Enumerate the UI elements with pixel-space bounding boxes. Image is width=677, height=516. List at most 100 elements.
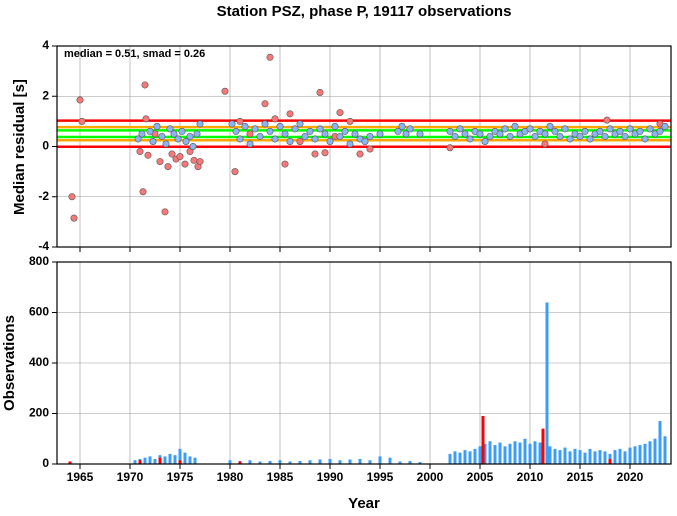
y-axis-label: Median residual [s]	[11, 79, 28, 215]
point	[346, 140, 354, 148]
point	[616, 127, 624, 135]
bar	[463, 450, 467, 464]
point	[556, 132, 564, 140]
point	[402, 130, 410, 138]
point	[511, 122, 519, 130]
point	[70, 214, 78, 222]
bar	[228, 460, 232, 464]
point	[153, 122, 161, 130]
point	[496, 130, 504, 138]
point	[341, 127, 349, 135]
bar	[448, 453, 452, 464]
point	[406, 125, 414, 133]
point	[551, 127, 559, 135]
point	[138, 130, 146, 138]
point	[601, 132, 609, 140]
bar	[541, 428, 545, 464]
point	[336, 132, 344, 140]
y-tick-label: 2	[42, 88, 49, 102]
point	[626, 125, 634, 133]
bar	[173, 455, 177, 464]
bar	[133, 460, 137, 464]
point	[134, 135, 142, 143]
bar	[663, 436, 667, 464]
bar	[628, 447, 632, 464]
point	[296, 137, 304, 145]
bar	[278, 460, 282, 464]
point	[446, 144, 454, 152]
panel: -4 -2 0 2 4	[38, 38, 672, 253]
x-tick-label: 2005	[467, 470, 494, 484]
point	[261, 120, 269, 128]
x-tick-label: 1970	[117, 470, 144, 484]
point	[161, 208, 169, 216]
point	[466, 135, 474, 143]
point	[446, 127, 454, 135]
x-tick-label: 1995	[367, 470, 394, 484]
bar	[238, 461, 242, 464]
point	[196, 158, 204, 166]
bar	[588, 448, 592, 464]
point	[266, 127, 274, 135]
point	[361, 137, 369, 145]
bar	[593, 451, 597, 464]
point	[636, 127, 644, 135]
point	[646, 125, 654, 133]
point	[162, 140, 170, 148]
y-tick-label: 0	[42, 139, 49, 153]
bar	[468, 451, 472, 464]
point	[186, 132, 194, 140]
point	[561, 125, 569, 133]
point	[356, 150, 364, 158]
point	[526, 125, 534, 133]
point	[196, 120, 204, 128]
point	[139, 188, 147, 196]
bar	[158, 457, 162, 464]
point	[316, 125, 324, 133]
bar	[473, 448, 477, 464]
point	[231, 168, 239, 176]
x-tick-label: 1990	[317, 470, 344, 484]
point	[261, 100, 269, 108]
bar	[388, 457, 392, 464]
bar	[163, 456, 167, 464]
bar	[513, 441, 517, 464]
bar	[378, 456, 382, 464]
point	[78, 117, 86, 125]
bar	[338, 460, 342, 464]
chart-title: Station PSZ, phase P, 19117 observations	[217, 3, 512, 20]
bar	[168, 453, 172, 464]
bar	[573, 448, 577, 464]
point	[451, 132, 459, 140]
point	[331, 122, 339, 130]
point	[141, 81, 149, 89]
point	[366, 132, 374, 140]
point	[416, 130, 424, 138]
point	[306, 127, 314, 135]
x-axis-label: Year	[348, 495, 380, 511]
plot-frame	[56, 45, 672, 248]
point	[251, 125, 259, 133]
point	[221, 87, 229, 95]
bar	[143, 457, 147, 464]
x-tick-label: 2020	[617, 470, 644, 484]
point	[606, 125, 614, 133]
point	[178, 127, 186, 135]
point	[596, 127, 604, 135]
bar	[478, 446, 482, 464]
bar	[453, 451, 457, 464]
bar	[183, 452, 187, 464]
bar	[578, 450, 582, 464]
bar	[638, 445, 642, 464]
point	[241, 122, 249, 130]
point	[182, 137, 190, 145]
x-tick-label: 1975	[167, 470, 194, 484]
y-axis-label: Observations	[1, 315, 18, 411]
bar	[563, 447, 567, 464]
point	[189, 143, 197, 151]
bar	[398, 461, 402, 464]
bar	[348, 459, 352, 464]
bar	[178, 448, 182, 464]
bar	[503, 446, 507, 464]
panel: 1965 1970 1975 1980 1985 1990 1995 2000 2005 2010…	[29, 254, 672, 484]
